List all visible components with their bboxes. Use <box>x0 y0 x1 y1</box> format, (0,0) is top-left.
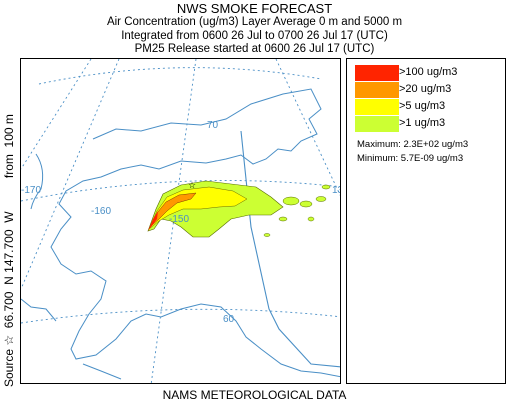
longitude-line <box>275 59 340 196</box>
data-source-footer: NAMS METEOROLOGICAL DATA <box>162 388 347 402</box>
latitude-line <box>21 180 340 202</box>
latitude-line <box>38 67 322 85</box>
lat-label: 70 <box>207 120 219 131</box>
lat-label: 60 <box>223 314 235 325</box>
plume-patch <box>321 184 331 190</box>
legend-label: >100 ug/m3 <box>399 66 458 78</box>
lon-label: 130 <box>332 185 341 196</box>
legend-label: >20 ug/m3 <box>399 83 452 95</box>
plume-patch <box>307 216 315 222</box>
legend-swatch <box>355 82 399 98</box>
plume-patch <box>263 233 271 237</box>
legend-swatch <box>355 65 399 81</box>
map-panel[interactable]: ☆ -170 -160 -150 130 70 60 <box>20 58 341 384</box>
plume-over-5 <box>148 186 248 230</box>
plume-over-100 <box>148 211 158 231</box>
legend-swatch <box>355 99 399 115</box>
coastline <box>50 88 340 378</box>
coastline <box>30 153 44 210</box>
forecast-title: NWS SMOKE FORECAST <box>176 1 333 16</box>
source-location-label: Source ☆ 66.700 N 147.700 W from 100 m <box>2 114 16 387</box>
border-line <box>240 130 340 368</box>
smoke-plume <box>147 180 331 238</box>
integration-line: Integrated from 0600 26 Jul to 0700 26 J… <box>121 30 388 42</box>
maximum-value: Maximum: 2.3E+02 ug/m3 <box>357 139 469 150</box>
longitude-line <box>21 59 92 170</box>
longitude-line <box>21 59 120 290</box>
smoke-map: ☆ -170 -160 -150 130 70 60 <box>21 59 341 383</box>
plume-patch <box>282 196 300 206</box>
coastline <box>21 298 57 322</box>
legend-label: >1 ug/m3 <box>399 117 446 129</box>
latitude-line <box>21 308 340 324</box>
concentration-line: Air Concentration (ug/m3) Layer Average … <box>106 16 403 28</box>
plume-patch <box>278 216 288 222</box>
legend-label: >5 ug/m3 <box>399 100 446 112</box>
graticule <box>21 59 340 383</box>
lon-label: -160 <box>91 206 111 217</box>
lon-label: -170 <box>21 185 41 196</box>
lon-label: -150 <box>169 214 189 225</box>
coastline <box>82 363 122 380</box>
plume-patch <box>315 196 327 202</box>
source-star-icon: ☆ <box>188 180 196 190</box>
minimum-value: Minimum: 5.7E-09 ug/m3 <box>357 153 464 164</box>
plume-over-20 <box>149 192 197 228</box>
legend-panel: >100 ug/m3 >20 ug/m3 >5 ug/m3 >1 ug/m3 M… <box>346 58 506 384</box>
legend-swatch <box>355 116 399 132</box>
plume-patch <box>299 200 313 208</box>
release-line: PM25 Release started at 0600 26 Jul 17 (… <box>134 43 375 55</box>
